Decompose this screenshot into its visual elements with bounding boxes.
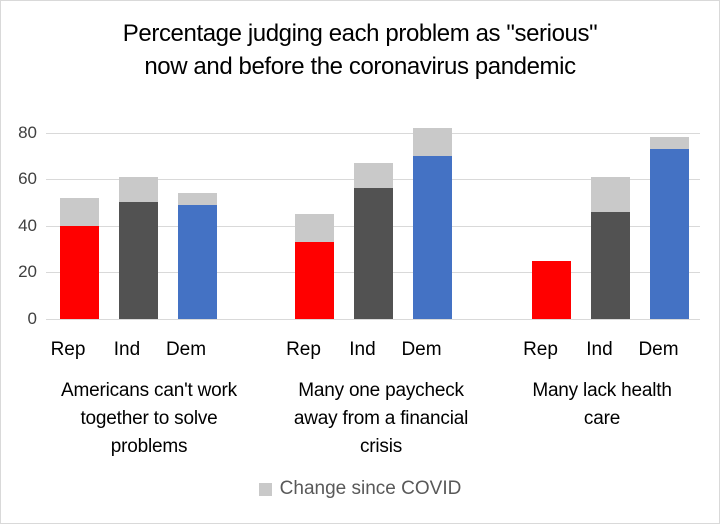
group-label-1: Americans can't work together to solve p… bbox=[61, 380, 237, 457]
x-axis-label-ind-group1: Ind bbox=[113, 339, 141, 360]
bar-rep-group2-before bbox=[295, 242, 334, 319]
bar-rep-group1-before bbox=[59, 225, 99, 319]
group-label-2: Many one paycheck away from a financial … bbox=[293, 380, 469, 457]
legend-label: Change since COVID bbox=[279, 478, 462, 499]
x-axis-label-dem-group2: Dem bbox=[401, 339, 442, 360]
bar-dem-group1-change bbox=[177, 193, 217, 205]
y-tick-label-80: 80 bbox=[18, 122, 37, 142]
x-axis-label-dem-group1: Dem bbox=[165, 339, 207, 360]
x-axis-label-rep-group2: Rep bbox=[286, 339, 321, 360]
chart-title-line-2: now and before the coronavirus pandemic bbox=[144, 53, 576, 80]
y-tick-label-20: 20 bbox=[18, 262, 37, 282]
y-tick-label-0: 0 bbox=[27, 309, 37, 328]
x-axis-label-dem-group3: Dem bbox=[638, 339, 679, 360]
bar-rep-group1-change bbox=[59, 197, 99, 226]
x-axis-label-rep-group3: Rep bbox=[523, 339, 558, 360]
legend-swatch-icon bbox=[258, 482, 272, 496]
x-axis-label-ind-group2: Ind bbox=[349, 339, 376, 360]
x-axis-label-ind-group3: Ind bbox=[586, 339, 613, 360]
bar-dem-group2-change bbox=[413, 127, 452, 156]
legend: Change since COVID bbox=[1, 478, 719, 500]
bar-ind-group2-before bbox=[354, 188, 393, 319]
bar-ind-group3-change bbox=[591, 176, 630, 212]
bar-rep-group2-change bbox=[295, 214, 334, 243]
bar-ind-group1-change bbox=[118, 176, 158, 203]
bar-ind-group2-change bbox=[354, 162, 393, 189]
gridline-0 bbox=[46, 319, 700, 320]
x-axis-label-rep-group1: Rep bbox=[50, 339, 86, 360]
bar-dem-group1-before bbox=[177, 204, 217, 319]
bar-ind-group1-before bbox=[118, 202, 158, 319]
bar-dem-group3-change bbox=[650, 137, 689, 149]
group-label-3: Many lack health care bbox=[532, 380, 672, 429]
bar-dem-group3-before bbox=[650, 148, 689, 319]
chart-title: Percentage judging each problem as "seri… bbox=[1, 17, 719, 83]
y-tick-label-60: 60 bbox=[18, 169, 37, 189]
y-tick-label-40: 40 bbox=[18, 215, 37, 235]
bar-rep-group3-before bbox=[532, 260, 571, 319]
gridline-80 bbox=[46, 132, 700, 134]
bar-ind-group3-before bbox=[591, 211, 630, 319]
bar-dem-group2-before bbox=[413, 155, 452, 319]
chart-title-line-1: Percentage judging each problem as "seri… bbox=[122, 20, 598, 47]
